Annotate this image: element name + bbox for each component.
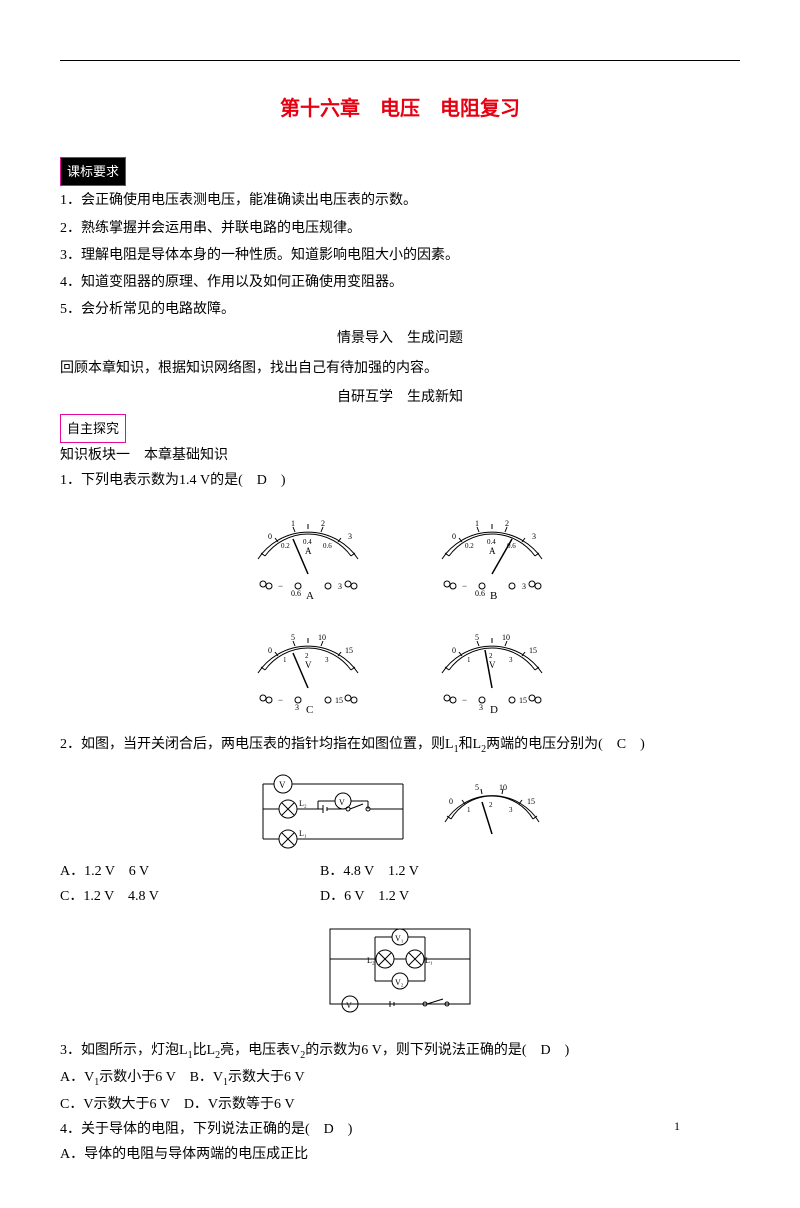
svg-text:−: −: [462, 581, 467, 591]
svg-text:L₁: L₁: [299, 829, 307, 838]
svg-text:0.4: 0.4: [487, 538, 496, 546]
svg-text:15: 15: [335, 696, 343, 705]
svg-text:3: 3: [509, 806, 513, 814]
svg-text:3: 3: [479, 703, 483, 712]
gauge-b: 01 23 0.20.4 0.6 A − 0.6 3 B: [417, 504, 567, 608]
svg-text:3: 3: [348, 532, 352, 541]
svg-text:5: 5: [475, 633, 479, 642]
gauge-a: 0 1 2 3 0.2 0.4 0.6 A − 0.6 3 A: [233, 504, 383, 608]
review-line: 回顾本章知识，根据知识网络图，找出自己有待加强的内容。: [60, 356, 740, 381]
svg-text:0: 0: [452, 532, 456, 541]
svg-text:A: A: [489, 546, 496, 556]
scene-intro: 情景导入 生成问题: [60, 326, 740, 351]
svg-text:−: −: [462, 695, 467, 705]
svg-text:3: 3: [509, 656, 513, 664]
svg-text:10: 10: [499, 783, 507, 792]
svg-text:0: 0: [268, 646, 272, 655]
svg-text:1: 1: [283, 656, 287, 664]
q2-options-row1: A．1.2 V 6 V B．4.8 V 1.2 V: [60, 859, 740, 884]
block1-title: 知识板块一 本章基础知识: [60, 443, 740, 468]
svg-text:1: 1: [467, 806, 471, 814]
requirement-1: 1．会正确使用电压表测电压，能准确读出电压表的示数。: [60, 188, 740, 213]
requirement-5: 5．会分析常见的电路故障。: [60, 297, 740, 322]
section-label-explore: 自主探究: [60, 414, 126, 443]
svg-text:10: 10: [318, 633, 326, 642]
q1-figure-row2: 0 5 10 15 1 2 3 V − 3 15 C 0 5 10 15 1: [60, 618, 740, 722]
q2-figure: V L₂ V L₁ 0 5 10 15 1 2 3: [60, 769, 740, 849]
q3-figure: V₁ L₂ L₁ V₂ V: [60, 919, 740, 1028]
q2-opt-b: B．4.8 V 1.2 V: [320, 859, 419, 884]
svg-text:10: 10: [502, 633, 510, 642]
svg-text:0.4: 0.4: [303, 538, 312, 546]
svg-text:L₂: L₂: [299, 799, 307, 808]
svg-text:C: C: [306, 704, 313, 713]
svg-text:0.6: 0.6: [291, 589, 301, 598]
question-1: 1．下列电表示数为1.4 V的是( D ): [60, 468, 740, 493]
svg-text:V₁: V₁: [395, 934, 404, 943]
svg-text:0.2: 0.2: [465, 542, 474, 550]
svg-text:V₂: V₂: [395, 978, 404, 987]
svg-text:3: 3: [338, 582, 342, 591]
q3-opts-cd: C．V示数大于6 V D．V示数等于6 V: [60, 1092, 740, 1117]
section-label-requirements: 课标要求: [60, 157, 126, 186]
q2-opt-a: A．1.2 V 6 V: [60, 859, 320, 884]
svg-text:A: A: [305, 546, 312, 556]
requirement-4: 4．知道变阻器的原理、作用以及如何正确使用变阻器。: [60, 270, 740, 295]
svg-text:0.6: 0.6: [323, 542, 332, 550]
gauge-d: 0 5 10 15 1 2 3 V − 3 15 D: [417, 618, 567, 722]
svg-text:0: 0: [449, 797, 453, 806]
svg-text:A: A: [306, 590, 314, 599]
q3-opts-ab: A．V1示数小于6 V B．V1示数大于6 V: [60, 1065, 740, 1092]
svg-text:V: V: [346, 1001, 352, 1010]
svg-text:0.2: 0.2: [281, 542, 290, 550]
chapter-title: 第十六章 电压 电阻复习: [60, 91, 740, 127]
svg-text:V: V: [305, 660, 312, 670]
svg-text:V: V: [339, 798, 345, 807]
svg-text:15: 15: [519, 696, 527, 705]
svg-text:3: 3: [295, 703, 299, 712]
q2-options-row2: C．1.2 V 4.8 V D．6 V 1.2 V: [60, 884, 740, 909]
svg-text:V: V: [489, 660, 496, 670]
svg-text:3: 3: [325, 656, 329, 664]
svg-text:2: 2: [489, 801, 493, 809]
svg-text:2: 2: [505, 519, 509, 528]
svg-text:−: −: [278, 695, 283, 705]
requirement-3: 3．理解电阻是导体本身的一种性质。知道影响电阻大小的因素。: [60, 243, 740, 268]
q4-opt-a: A．导体的电阻与导体两端的电压成正比: [60, 1142, 740, 1167]
question-3: 3．如图所示，灯泡L1比L2亮，电压表V2的示数为6 V，则下列说法正确的是( …: [60, 1038, 740, 1065]
svg-text:D: D: [490, 704, 498, 713]
svg-text:2: 2: [321, 519, 325, 528]
svg-text:15: 15: [527, 797, 535, 806]
svg-text:0.6: 0.6: [475, 589, 485, 598]
svg-text:0: 0: [268, 532, 272, 541]
svg-text:5: 5: [291, 633, 295, 642]
top-rule: [60, 60, 740, 61]
svg-text:1: 1: [467, 656, 471, 664]
svg-text:0: 0: [452, 646, 456, 655]
question-4: 4．关于导体的电阻，下列说法正确的是( D ): [60, 1117, 740, 1142]
page-number: 1: [674, 1116, 680, 1138]
self-study-line: 自研互学 生成新知: [60, 385, 740, 410]
gauge-c: 0 5 10 15 1 2 3 V − 3 15 C: [233, 618, 383, 722]
svg-text:15: 15: [345, 646, 353, 655]
svg-text:−: −: [278, 581, 283, 591]
q2-opt-d: D．6 V 1.2 V: [320, 884, 409, 909]
svg-text:L₂: L₂: [367, 956, 375, 965]
q1-figure-row1: 0 1 2 3 0.2 0.4 0.6 A − 0.6 3 A 0 1 2 3: [60, 504, 740, 608]
svg-text:2: 2: [489, 652, 493, 660]
svg-text:3: 3: [532, 532, 536, 541]
requirement-2: 2．熟练掌握并会运用串、并联电路的电压规律。: [60, 216, 740, 241]
svg-text:2: 2: [305, 652, 309, 660]
question-2: 2．如图，当开关闭合后，两电压表的指针均指在如图位置，则L1和L2两端的电压分别…: [60, 732, 740, 759]
svg-text:15: 15: [529, 646, 537, 655]
svg-text:1: 1: [475, 519, 479, 528]
svg-text:B: B: [490, 590, 497, 599]
svg-text:V: V: [279, 780, 286, 790]
svg-text:L₁: L₁: [425, 956, 433, 965]
q2-opt-c: C．1.2 V 4.8 V: [60, 884, 320, 909]
svg-text:1: 1: [291, 519, 295, 528]
svg-text:5: 5: [475, 783, 479, 792]
svg-text:3: 3: [522, 582, 526, 591]
